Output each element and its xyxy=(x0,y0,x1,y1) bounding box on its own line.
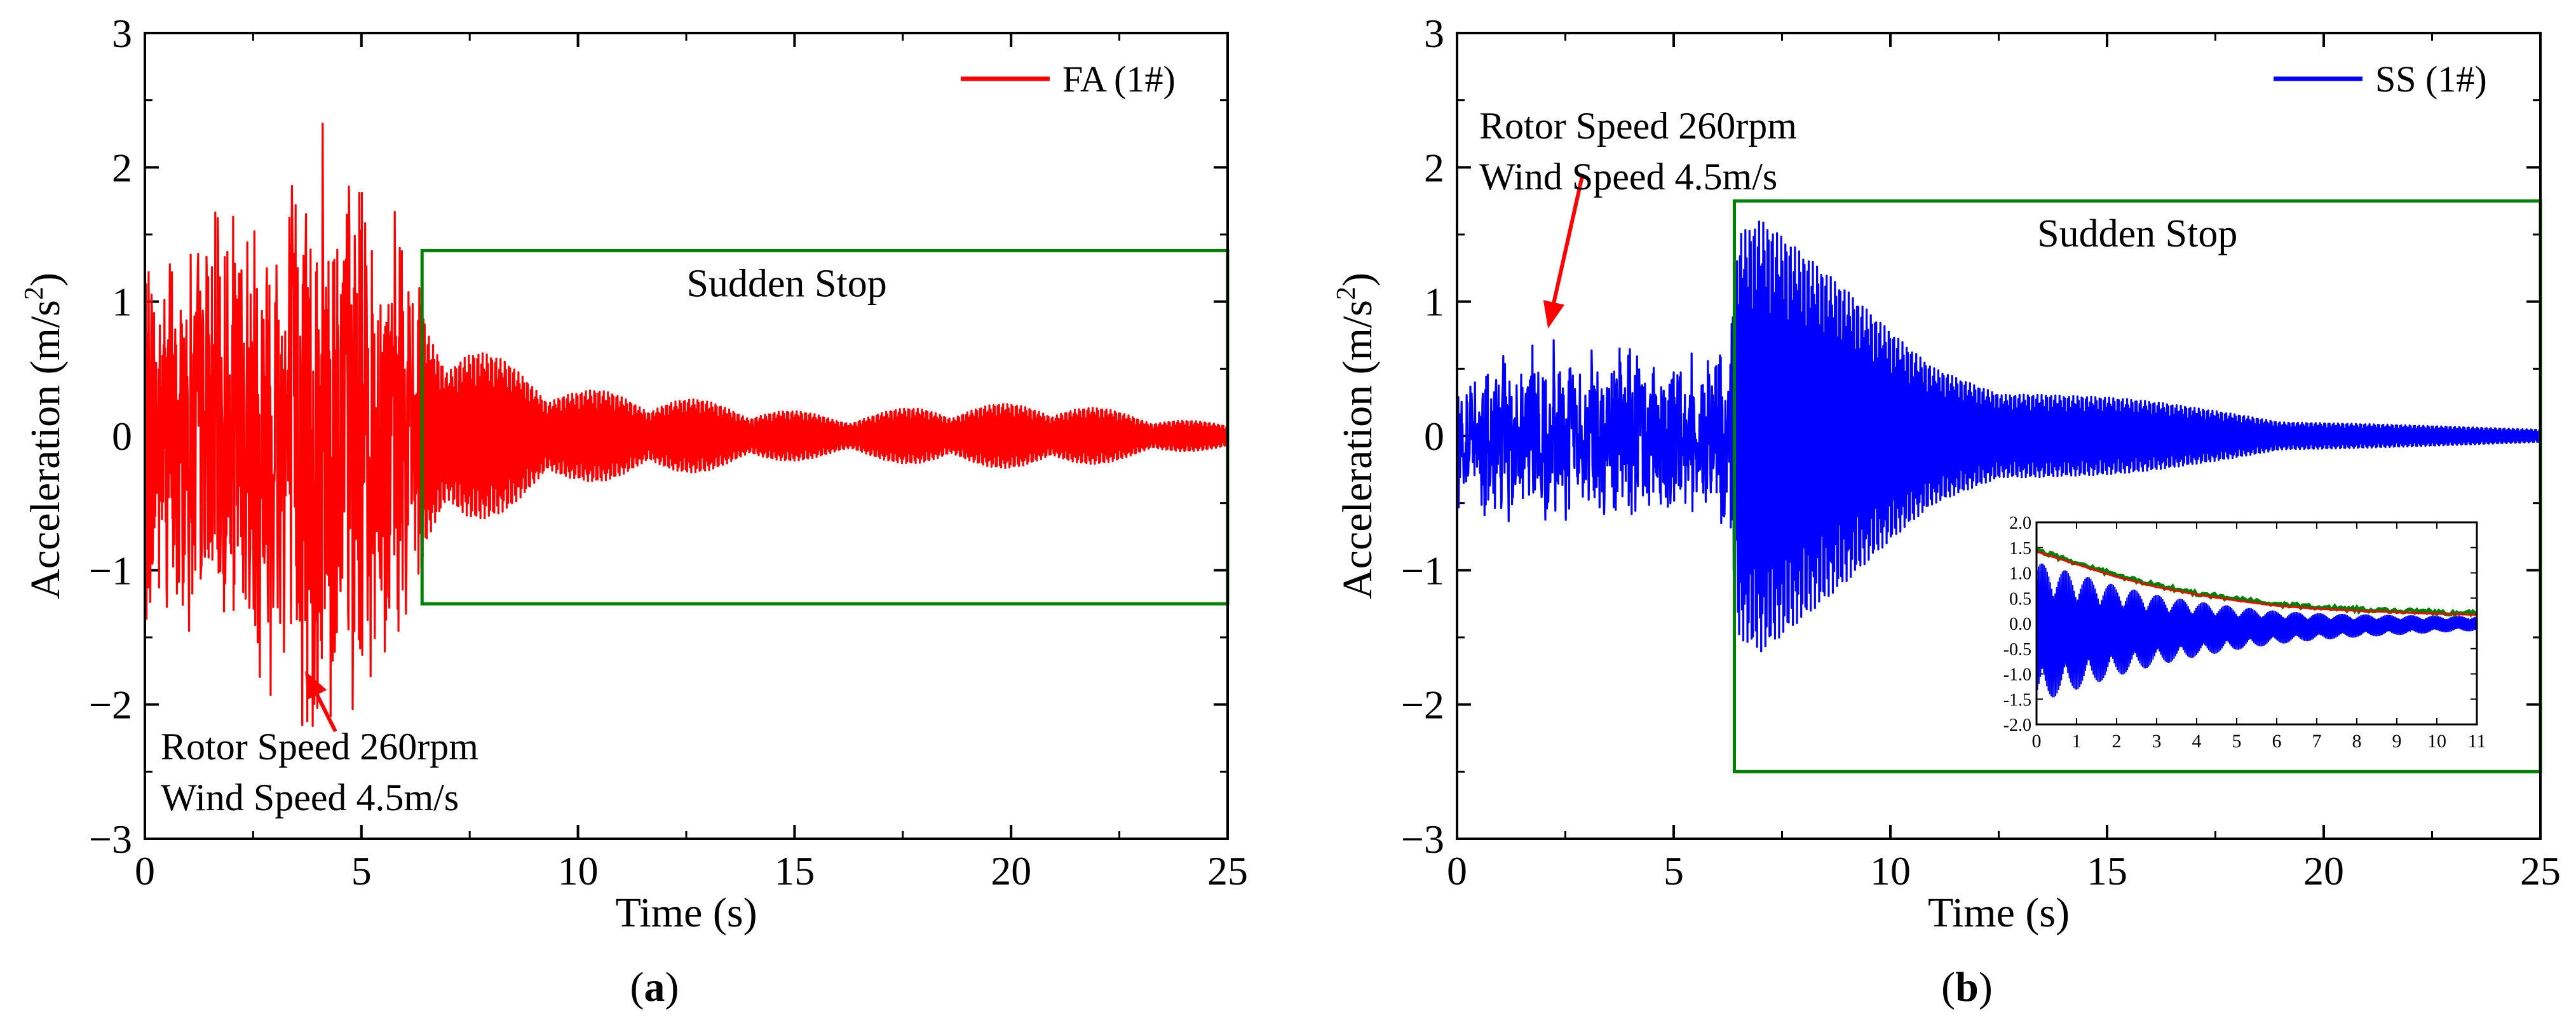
panel-a-signal xyxy=(144,123,1229,728)
y-tick-label: −3 xyxy=(89,817,132,862)
inset-y-tick-label: -1.5 xyxy=(2003,690,2031,710)
x-tick-label: 5 xyxy=(351,848,372,893)
y-tick-label: 1 xyxy=(1424,280,1444,325)
y-tick-label: −1 xyxy=(1401,548,1444,593)
y-tick-label: −1 xyxy=(89,548,132,593)
panel-b-caption: (b) xyxy=(1941,964,1993,1010)
panel-a-annotation-wind-speed: Wind Speed 4.5m/s xyxy=(161,777,459,818)
inset-ticks: 0 1 2 3 4 5 6 7 8 9 10 11 -2.0 -1.5 -1.0 -0.5 0.0 0.5 1.0 1… xyxy=(2003,513,2486,752)
panel-a-caption: (a) xyxy=(630,964,679,1010)
panel-a-annotation-rotor-speed: Rotor Speed 260rpm xyxy=(161,726,478,768)
x-tick-label: 15 xyxy=(774,848,815,893)
panel-a-annotation-arrow xyxy=(315,694,337,733)
inset-envelope-fit xyxy=(2036,550,2478,616)
inset-x-tick-label: 8 xyxy=(2352,731,2362,752)
inset-x-tick-label: 2 xyxy=(2112,731,2122,752)
x-tick-label: 0 xyxy=(1447,848,1467,893)
y-tick-label: −2 xyxy=(89,682,132,728)
panel-a-x-axis-label: Time (s) xyxy=(615,890,757,936)
inset-y-tick-label: 1.5 xyxy=(2009,539,2031,559)
panel-b-annotation-wind-speed: Wind Speed 4.5m/s xyxy=(1479,156,1777,198)
series-line-SS (1#) xyxy=(1456,221,2542,653)
inset-x-tick-label: 11 xyxy=(2468,731,2486,752)
panel-b-annotation-rotor-speed: Rotor Speed 260rpm xyxy=(1479,105,1797,147)
y-tick-label: 3 xyxy=(112,11,132,56)
inset-y-tick-label: 0.0 xyxy=(2009,614,2031,634)
x-tick-label: 0 xyxy=(135,848,155,893)
panel-a-y-label-superscript: 2 xyxy=(20,287,49,300)
inset-y-tick-label: -0.5 xyxy=(2003,640,2031,660)
inset-x-tick-label: 7 xyxy=(2312,731,2322,752)
panel-b-y-label-superscript: 2 xyxy=(1332,287,1361,300)
panel-a-ticks: 0 5 10 15 20 25 −3 −2 −1 0 1 2 3 xyxy=(89,11,1248,893)
y-tick-label: 2 xyxy=(112,145,132,190)
y-tick-label: 2 xyxy=(1424,145,1444,190)
inset-y-tick-label: 1.0 xyxy=(2009,564,2031,584)
panel-a-legend-label: FA (1#) xyxy=(1062,58,1176,100)
x-tick-label: 5 xyxy=(1664,848,1684,893)
panel-b-sudden-stop-label: Sudden Stop xyxy=(2037,212,2237,255)
inset-y-tick-label: -2.0 xyxy=(2003,716,2031,735)
panel-a-plot-frame xyxy=(144,32,1229,840)
panel-a-y-axis-label: Acceleration (m/s2) xyxy=(20,273,69,599)
x-tick-label: 10 xyxy=(1870,848,1911,893)
panel-b-y-axis-label: Acceleration (m/s2) xyxy=(1332,273,1381,599)
panel-b-y-label-main: Acceleration (m/s xyxy=(1334,300,1381,599)
inset-x-tick-label: 6 xyxy=(2272,731,2282,752)
panel-a-annotation-arrowhead xyxy=(305,670,327,700)
panel-a-y-label-close: ) xyxy=(22,273,69,287)
inset-y-tick-label: -1.0 xyxy=(2003,665,2031,685)
x-tick-label: 20 xyxy=(2303,848,2344,893)
inset-signal-line xyxy=(2036,563,2478,698)
series-line-FA (1#) xyxy=(144,123,1229,728)
inset-x-tick-label: 1 xyxy=(2072,731,2082,752)
y-tick-label: −2 xyxy=(1401,682,1444,728)
x-tick-label: 20 xyxy=(991,848,1031,893)
inset-x-tick-label: 4 xyxy=(2192,731,2202,752)
panel-a-y-label-main: Acceleration (m/s xyxy=(22,300,69,599)
inset-x-tick-label: 3 xyxy=(2152,731,2162,752)
panel-b-x-axis-label: Time (s) xyxy=(1928,890,2070,936)
x-tick-label: 25 xyxy=(2520,848,2561,893)
inset-x-tick-label: 5 xyxy=(2232,731,2242,752)
panel-b-legend-label: SS (1#) xyxy=(2375,58,2487,100)
panel-b-annotation-arrowhead xyxy=(1543,300,1565,329)
inset-frame xyxy=(2035,521,2478,726)
panel-b-annotation-arrow xyxy=(1552,173,1585,303)
y-tick-label: −3 xyxy=(1401,817,1444,862)
x-tick-label: 10 xyxy=(558,848,599,893)
inset-y-tick-label: 0.5 xyxy=(2009,589,2031,609)
y-tick-label: 3 xyxy=(1424,11,1444,56)
panel-b-signal xyxy=(1456,221,2542,653)
y-tick-label: 0 xyxy=(1424,414,1444,459)
inset-signal xyxy=(2035,546,2478,698)
panel-b-y-label-close: ) xyxy=(1334,273,1381,287)
x-tick-label: 25 xyxy=(1207,848,1248,893)
panel-a: 0 5 10 15 20 25 −3 −2 −1 0 1 2 3 Sudden Stop FA (1#)… xyxy=(20,11,1248,1010)
inset-x-tick-label: 0 xyxy=(2032,731,2042,752)
inset-x-tick-label: 9 xyxy=(2392,731,2402,752)
y-tick-label: 0 xyxy=(112,414,132,459)
panel-b-plot-frame xyxy=(1456,32,2542,840)
inset-x-tick-label: 10 xyxy=(2427,731,2446,752)
panel-a-sudden-stop-label: Sudden Stop xyxy=(687,262,887,305)
y-tick-label: 1 xyxy=(112,280,132,325)
inset-y-tick-label: 2.0 xyxy=(2009,513,2031,533)
panel-b-inset: 0 1 2 3 4 5 6 7 8 9 10 11 -2.0 -1.5 -1.0 -0.5 0.0 0.5 1.0 1… xyxy=(2003,513,2486,752)
x-tick-label: 15 xyxy=(2087,848,2127,893)
